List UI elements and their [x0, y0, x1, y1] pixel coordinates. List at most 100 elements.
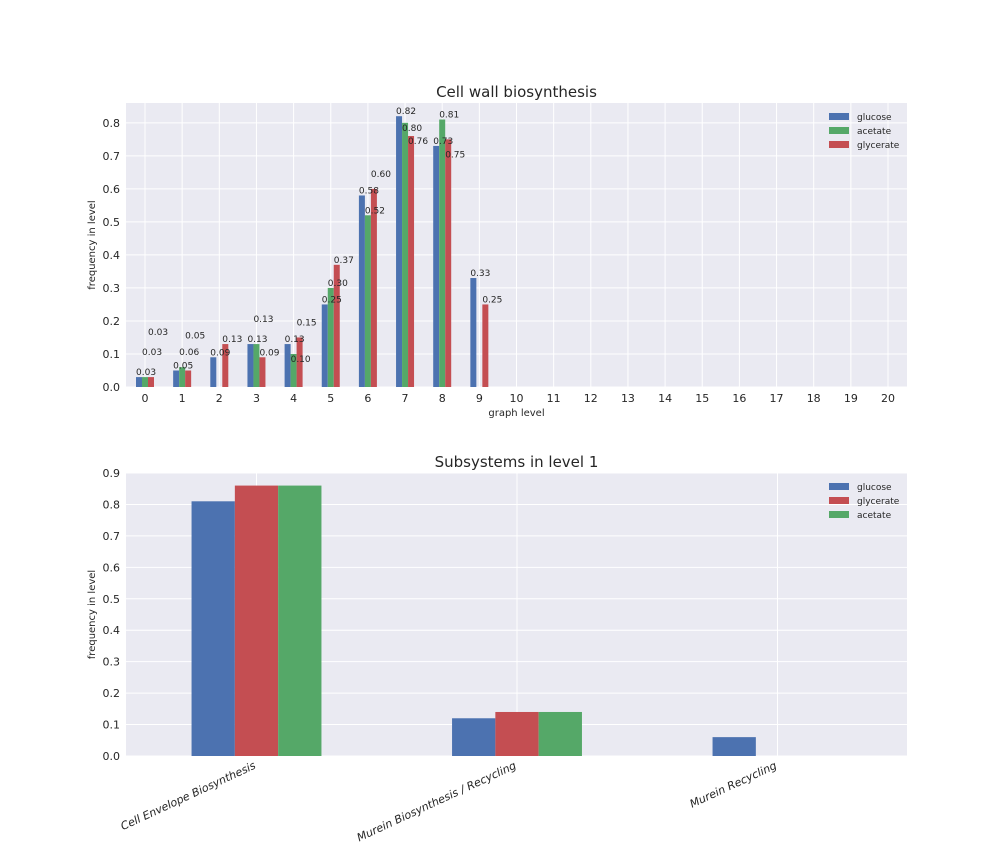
legend-swatch-acetate	[829, 127, 849, 134]
y-axis-label: frequency in level	[87, 570, 98, 659]
bar-glucose	[210, 357, 217, 387]
data-label: 0.30	[328, 279, 348, 289]
x-tick-label: Cell Envelope Biosynthesis	[119, 759, 258, 833]
bar-glucose	[136, 377, 142, 387]
bar-glucose	[321, 304, 328, 387]
bar-glycerate	[445, 139, 452, 387]
bar-glucose	[452, 718, 496, 756]
data-label: 0.13	[222, 335, 242, 345]
bar-glucose	[173, 370, 180, 387]
bar-glycerate	[259, 357, 266, 387]
data-label: 0.06	[179, 348, 199, 358]
y-tick-label: 0.0	[103, 381, 121, 394]
y-tick-label: 0.1	[103, 719, 121, 732]
data-label: 0.82	[396, 107, 416, 117]
legend-label: acetate	[857, 511, 892, 521]
chart-title: Subsystems in level 1	[435, 453, 599, 471]
legend-swatch-glucose	[829, 483, 849, 490]
data-label: 0.25	[482, 295, 502, 305]
bar-glycerate	[148, 377, 154, 387]
x-axis-label: graph level	[488, 408, 544, 419]
bar-acetate	[364, 215, 371, 387]
x-tick-label: 0	[142, 392, 149, 405]
y-tick-label: 0.8	[103, 498, 121, 511]
x-tick-label: 8	[439, 392, 446, 405]
bar-glucose	[191, 501, 235, 756]
data-label: 0.05	[185, 331, 205, 341]
bar-glycerate	[495, 711, 539, 756]
data-label: 0.33	[470, 269, 490, 279]
y-tick-label: 0.6	[103, 561, 121, 574]
y-tick-label: 0.6	[103, 183, 121, 196]
data-label: 0.10	[291, 355, 311, 365]
x-tick-label: 14	[658, 392, 672, 405]
y-tick-label: 0.1	[103, 348, 121, 361]
bar-acetate	[179, 367, 186, 387]
x-tick-label: 12	[584, 392, 598, 405]
x-tick-label: 10	[510, 392, 524, 405]
legend-swatch-glycerate	[829, 497, 849, 504]
legend-swatch-glycerate	[829, 141, 849, 148]
y-tick-label: 0.8	[103, 117, 121, 130]
legend-label: glycerate	[857, 497, 900, 507]
bar-glycerate	[370, 188, 377, 387]
bar-glucose	[284, 344, 291, 387]
data-label: 0.75	[445, 150, 465, 160]
legend-swatch-glucose	[829, 113, 849, 120]
x-tick-label: 6	[364, 392, 371, 405]
y-tick-label: 0.5	[103, 216, 121, 229]
y-tick-label: 0.0	[103, 750, 121, 763]
bar-glucose	[470, 278, 477, 387]
y-tick-label: 0.2	[103, 315, 121, 328]
legend-label: glycerate	[857, 141, 900, 151]
data-label: 0.13	[247, 335, 267, 345]
bar-glycerate	[296, 337, 303, 387]
y-tick-label: 0.2	[103, 687, 121, 700]
y-axis-label: frequency in level	[87, 200, 98, 289]
bar-glucose	[247, 344, 254, 387]
data-label: 0.09	[210, 348, 230, 358]
data-label: 0.15	[297, 318, 317, 328]
y-tick-label: 0.7	[103, 150, 121, 163]
data-label: 0.03	[148, 328, 168, 338]
bar-acetate	[278, 485, 322, 756]
x-tick-label: 17	[770, 392, 784, 405]
y-tick-label: 0.7	[103, 530, 121, 543]
y-tick-label: 0.5	[103, 593, 121, 606]
data-label: 0.81	[439, 111, 459, 121]
y-tick-label: 0.3	[103, 656, 121, 669]
bar-acetate	[290, 353, 297, 387]
bar-glucose	[396, 116, 403, 388]
bar-glycerate	[185, 370, 192, 387]
x-tick-label: 2	[216, 392, 223, 405]
x-tick-label: 20	[881, 392, 895, 405]
bar-glycerate	[333, 264, 340, 387]
y-tick-label: 0.4	[103, 624, 121, 637]
x-tick-label: 9	[476, 392, 483, 405]
x-tick-label: 13	[621, 392, 635, 405]
x-tick-label: 5	[327, 392, 334, 405]
data-label: 0.09	[259, 348, 279, 358]
x-tick-label: 19	[844, 392, 858, 405]
data-label: 0.52	[365, 206, 385, 216]
data-label: 0.58	[359, 186, 379, 196]
x-tick-label: 4	[290, 392, 297, 405]
data-label: 0.37	[334, 256, 354, 266]
legend-label: acetate	[857, 127, 892, 137]
bar-acetate	[439, 119, 446, 387]
x-tick-label: Murein Recycling	[688, 759, 779, 811]
y-tick-label: 0.4	[103, 249, 121, 262]
data-label: 0.76	[408, 137, 428, 147]
y-tick-label: 0.3	[103, 282, 121, 295]
bar-glycerate	[482, 304, 489, 387]
data-label: 0.25	[322, 295, 342, 305]
data-label: 0.03	[136, 368, 156, 378]
data-label: 0.73	[433, 137, 453, 147]
data-label: 0.80	[402, 124, 422, 134]
data-label: 0.13	[285, 335, 305, 345]
bar-acetate	[327, 287, 334, 387]
legend-label: glucose	[857, 113, 892, 123]
x-tick-label: 15	[695, 392, 709, 405]
bar-glycerate	[408, 136, 415, 387]
